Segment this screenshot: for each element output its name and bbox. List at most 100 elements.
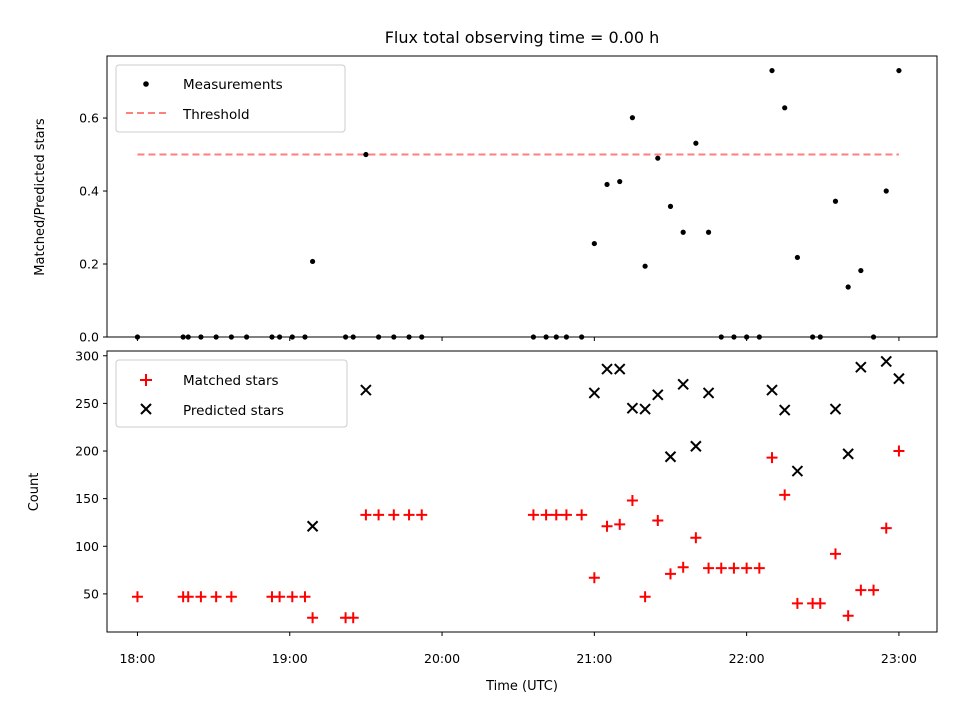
measurement-point <box>896 67 902 74</box>
measurement-point <box>705 229 712 235</box>
matched-star-point <box>829 548 841 560</box>
bottom-legend[interactable]: Matched stars Predicted stars <box>115 359 348 428</box>
legend-measurements-marker <box>143 81 149 87</box>
measurement-point <box>198 334 204 340</box>
matched-star-point <box>225 591 237 603</box>
matched-star-point <box>388 509 400 521</box>
measurement-point <box>832 198 839 204</box>
measurement-point <box>883 188 889 194</box>
matched-star-point <box>779 489 791 501</box>
measurement-point <box>667 203 674 209</box>
measurement-point <box>276 334 283 340</box>
matched-star-point <box>560 509 572 521</box>
matched-star-point <box>677 561 689 573</box>
measurement-point <box>553 334 559 340</box>
legend-predicted-label: Predicted stars <box>183 403 284 419</box>
predicted-star-point <box>664 451 677 463</box>
matched-star-point <box>893 445 905 457</box>
bottom-x-ticks: 18:00 19:00 20:00 21:00 22:00 23:00 <box>119 632 917 666</box>
matched-star-point <box>299 591 311 603</box>
predicted-star-point <box>306 520 319 532</box>
measurement-point <box>350 334 356 340</box>
x-tick-label: 21:00 <box>576 651 612 666</box>
matched-star-point <box>274 591 286 603</box>
top-legend[interactable]: Measurements Threshold <box>115 64 346 133</box>
matched-star-point <box>814 597 826 609</box>
matched-star-point <box>540 509 552 521</box>
measurement-point <box>693 140 699 146</box>
matched-star-point <box>880 522 892 534</box>
measurement-point <box>870 334 877 340</box>
matched-star-point <box>131 591 143 603</box>
top-y-tick-label: 0.2 <box>79 257 99 272</box>
measurement-point <box>810 334 816 340</box>
matched-star-point <box>601 520 613 532</box>
matched-star-point <box>741 562 753 574</box>
bottom-y-tick-label: 50 <box>83 586 99 601</box>
matched-star-point <box>182 591 194 603</box>
measurement-point <box>756 334 762 340</box>
measurement-point <box>731 334 737 340</box>
matched-star-point <box>791 597 803 609</box>
legend-matched-label: Matched stars <box>183 373 279 389</box>
measurement-point <box>642 263 648 269</box>
matched-star-point <box>403 509 415 521</box>
measurement-point <box>543 334 549 340</box>
measurement-point <box>375 334 382 340</box>
matched-star-point <box>576 509 588 521</box>
matched-star-point <box>652 515 664 527</box>
predicted-star-point <box>880 355 892 368</box>
predicted-star-point <box>360 384 372 396</box>
bottom-y-tick-label: 300 <box>75 348 99 363</box>
top-x-ticks <box>136 337 900 341</box>
measurement-point <box>185 334 191 340</box>
matched-star-point <box>614 518 626 530</box>
measurement-point <box>406 334 412 340</box>
matched-star-point <box>639 591 651 603</box>
matched-star-point <box>690 532 702 544</box>
x-tick-label: 20:00 <box>424 651 460 666</box>
legend-matched-marker <box>140 374 152 386</box>
top-y-tick-label: 0.0 <box>79 330 99 345</box>
matched-star-point <box>753 562 765 574</box>
measurement-point <box>680 229 686 235</box>
predicted-star-point <box>829 403 842 415</box>
predicted-star-point <box>893 372 905 385</box>
predicted-star-point <box>766 384 778 396</box>
predicted-star-point <box>601 363 613 375</box>
measurement-point <box>244 334 250 340</box>
count-points <box>131 355 905 624</box>
measurement-point <box>591 240 597 247</box>
top-y-tick-label: 0.6 <box>79 111 99 126</box>
measurement-point <box>180 334 186 340</box>
x-tick-label: 18:00 <box>119 651 155 666</box>
top-y-ticks: 0.0 0.2 0.4 0.6 <box>79 111 107 345</box>
predicted-star-point <box>778 404 791 416</box>
predicted-star-point <box>639 403 651 415</box>
measurement-point <box>530 334 537 340</box>
predicted-star-point <box>690 440 702 452</box>
matched-star-point <box>703 562 715 574</box>
measurement-point <box>858 267 864 274</box>
x-axis-label: Time (UTC) <box>485 679 558 694</box>
top-legend-box <box>115 64 346 133</box>
measurement-point <box>228 334 234 340</box>
measurement-point <box>419 334 425 340</box>
bottom-y-tick-label: 100 <box>75 539 99 554</box>
matched-star-point <box>766 452 778 464</box>
bottom-y-tick-label: 200 <box>75 444 99 459</box>
measurement-point <box>718 334 724 340</box>
bottom-y-tick-label: 250 <box>75 396 99 411</box>
bottom-y-tick-label: 150 <box>75 491 99 506</box>
matched-star-point <box>626 495 638 507</box>
measurement-point <box>342 334 349 340</box>
measurement-point <box>817 334 823 340</box>
measurement-point <box>604 181 610 188</box>
measurement-point <box>302 334 308 340</box>
predicted-star-point <box>614 363 626 375</box>
measurement-point <box>213 334 219 340</box>
measurement-point <box>563 334 570 340</box>
measurement-point <box>769 67 775 74</box>
measurement-point <box>782 105 788 111</box>
